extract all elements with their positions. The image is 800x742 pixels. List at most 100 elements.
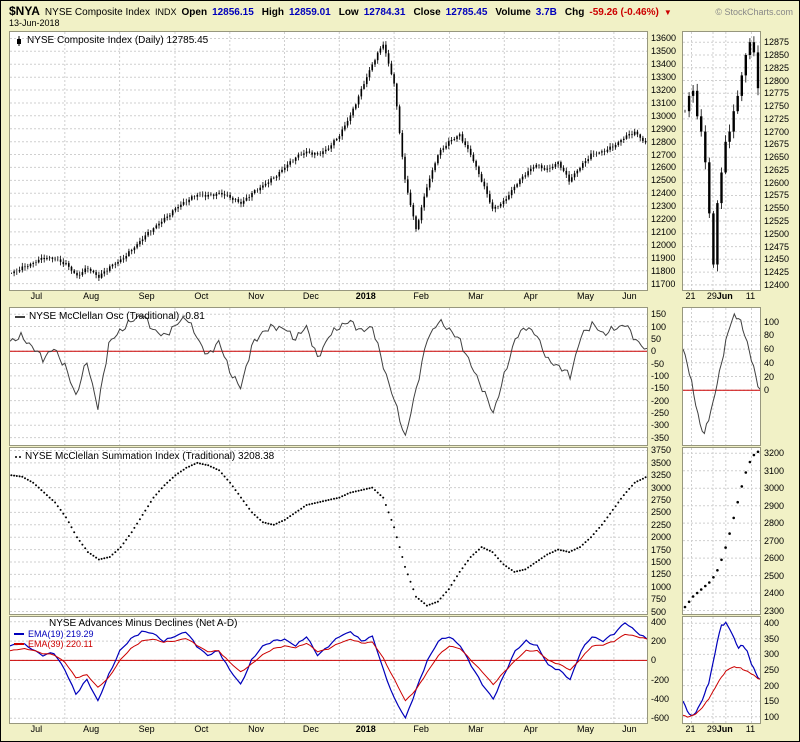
- ema19-legend: EMA(19) 219.29: [14, 629, 94, 639]
- mcclellan-osc-y-axis: 150 100 50 0 -50 -100 -150 -200 -250 -300 -350: [649, 307, 679, 444]
- price-main-x-axis: Jul Aug Sep Oct Nov Dec 2018 Feb Mar Apr May Jun: [9, 291, 646, 303]
- y-axis-label: -600: [651, 713, 670, 724]
- header: $NYA NYSE Composite Index INDX Open 1285…: [9, 4, 793, 18]
- x-axis-label: Nov: [248, 291, 265, 301]
- y-axis-label: 3000: [651, 482, 672, 493]
- mcclellan-osc-zoom-plot: [682, 307, 761, 446]
- y-axis-label: 80: [764, 330, 775, 341]
- y-axis-label: 150: [651, 309, 667, 320]
- x-axis-label: Jul: [30, 291, 43, 301]
- y-axis-label: -250: [651, 407, 670, 418]
- y-axis-label: 12450: [764, 254, 790, 265]
- net-ad-zoom-plot: [682, 616, 761, 724]
- summation-zoom-y-axis: 3200 3100 3000 2900 2800 2700 2600 2500 2400 2300: [762, 447, 799, 615]
- y-axis-label: -200: [651, 395, 670, 406]
- y-axis-label: 12875: [764, 37, 790, 48]
- x-axis-label: 29: [706, 291, 717, 301]
- price-zoom-y-axis: 12875 12850 12825 12800 12775 12750 12725 12700…: [762, 31, 799, 290]
- y-axis-label: 13400: [651, 59, 677, 70]
- net-ad-y-axis: 400 200 0 -200 -400 -600: [649, 616, 679, 724]
- y-axis-label: 12600: [764, 177, 790, 188]
- y-axis-label: 3100: [764, 465, 785, 476]
- index-name: NYSE Composite Index: [44, 7, 150, 18]
- y-axis-label: 12500: [651, 175, 677, 186]
- y-axis-label: 200: [651, 636, 667, 647]
- y-axis-label: 12400: [764, 279, 790, 290]
- y-axis-label: 60: [764, 344, 775, 355]
- y-axis-label: 12900: [651, 123, 677, 134]
- y-axis-label: 3200: [764, 448, 785, 459]
- y-axis-label: 12700: [764, 126, 790, 137]
- dotted-series-icon: [15, 455, 21, 458]
- x-axis-label: 21: [685, 291, 696, 301]
- x-axis-label: 2018: [355, 291, 376, 301]
- y-axis-label: 12475: [764, 241, 790, 252]
- x-axis-label: May: [576, 291, 594, 301]
- y-axis-label: 12575: [764, 190, 790, 201]
- y-axis-label: 12500: [764, 228, 790, 239]
- x-axis-label: Mar: [468, 724, 484, 734]
- open-label: Open: [181, 7, 208, 18]
- y-axis-label: 12525: [764, 216, 790, 227]
- price-zoom-plot: [682, 31, 761, 291]
- x-axis-label: May: [576, 724, 594, 734]
- y-axis-label: 12400: [651, 188, 677, 199]
- high-label: High: [261, 7, 284, 18]
- y-axis-label: 3500: [651, 457, 672, 468]
- net-ad-plot: [9, 616, 648, 724]
- y-axis-label: 2600: [764, 553, 785, 564]
- mcclellan-osc-zoom-y-axis: 100 80 60 40 20 0: [762, 307, 799, 444]
- copyright-link[interactable]: © StockCharts.com: [715, 7, 793, 17]
- y-axis-label: 3750: [651, 445, 672, 456]
- summation-y-axis: 3750 3500 3250 3000 2750 2500 2250 2000 1750 1500…: [649, 445, 679, 616]
- x-axis-label: Sep: [138, 291, 155, 301]
- y-axis-label: 12000: [651, 239, 677, 250]
- price-main-y-axis: 13600 13500 13400 13300 13200 13100 13000 12900…: [649, 31, 679, 289]
- osc-panel-title: NYSE McClellan Osc (Traditional) -0.81: [15, 311, 205, 322]
- y-axis-label: 1750: [651, 544, 672, 555]
- y-axis-label: 13600: [651, 33, 677, 44]
- low-value: 12784.31: [363, 7, 406, 18]
- close-value: 12785.45: [445, 7, 488, 18]
- y-axis-label: 0: [764, 385, 770, 396]
- price-main-plot: [9, 31, 648, 291]
- y-axis-label: -200: [651, 674, 670, 685]
- exchange-label: INDX: [154, 7, 177, 17]
- y-axis-label: 40: [764, 357, 775, 368]
- y-axis-label: 13000: [651, 110, 677, 121]
- y-axis-label: 12650: [764, 152, 790, 163]
- y-axis-label: 100: [651, 321, 667, 332]
- line-series-icon: [15, 315, 25, 318]
- y-axis-label: 11700: [651, 278, 676, 289]
- x-axis-label: Jun: [716, 724, 733, 734]
- net-ad-x-axis: Jul Aug Sep Oct Nov Dec 2018 Feb Mar Apr May Jun: [9, 724, 646, 736]
- y-axis-label: 400: [764, 618, 780, 629]
- y-axis-label: 13200: [651, 85, 677, 96]
- ema19-line-icon: [14, 633, 24, 635]
- y-axis-label: -300: [651, 420, 670, 431]
- x-axis-label: Apr: [523, 291, 538, 301]
- y-axis-label: 12625: [764, 164, 790, 175]
- volume-label: Volume: [495, 7, 531, 18]
- close-label: Close: [413, 7, 441, 18]
- volume-value: 3.7B: [535, 7, 557, 18]
- x-axis-label: Jun: [716, 291, 733, 301]
- low-label: Low: [338, 7, 359, 18]
- summation-zoom-plot: [682, 447, 761, 615]
- y-axis-label: 12100: [651, 226, 677, 237]
- y-axis-label: 2000: [651, 532, 672, 543]
- symbol: $NYA: [9, 4, 40, 18]
- y-axis-label: -150: [651, 383, 670, 394]
- y-axis-label: 100: [764, 316, 780, 327]
- x-axis-label: Feb: [413, 724, 429, 734]
- y-axis-label: 12800: [651, 136, 677, 147]
- y-axis-label: 12825: [764, 62, 790, 73]
- net-ad-zoom-x-axis: 21 29 Jun 11: [682, 724, 759, 736]
- open-value: 12856.15: [212, 7, 254, 18]
- y-axis-label: -400: [651, 693, 670, 704]
- x-axis-label: Dec: [302, 291, 319, 301]
- chart-date: 13-Jun-2018: [9, 18, 60, 28]
- x-axis-label: Sep: [138, 724, 155, 734]
- y-axis-label: 12700: [651, 149, 677, 160]
